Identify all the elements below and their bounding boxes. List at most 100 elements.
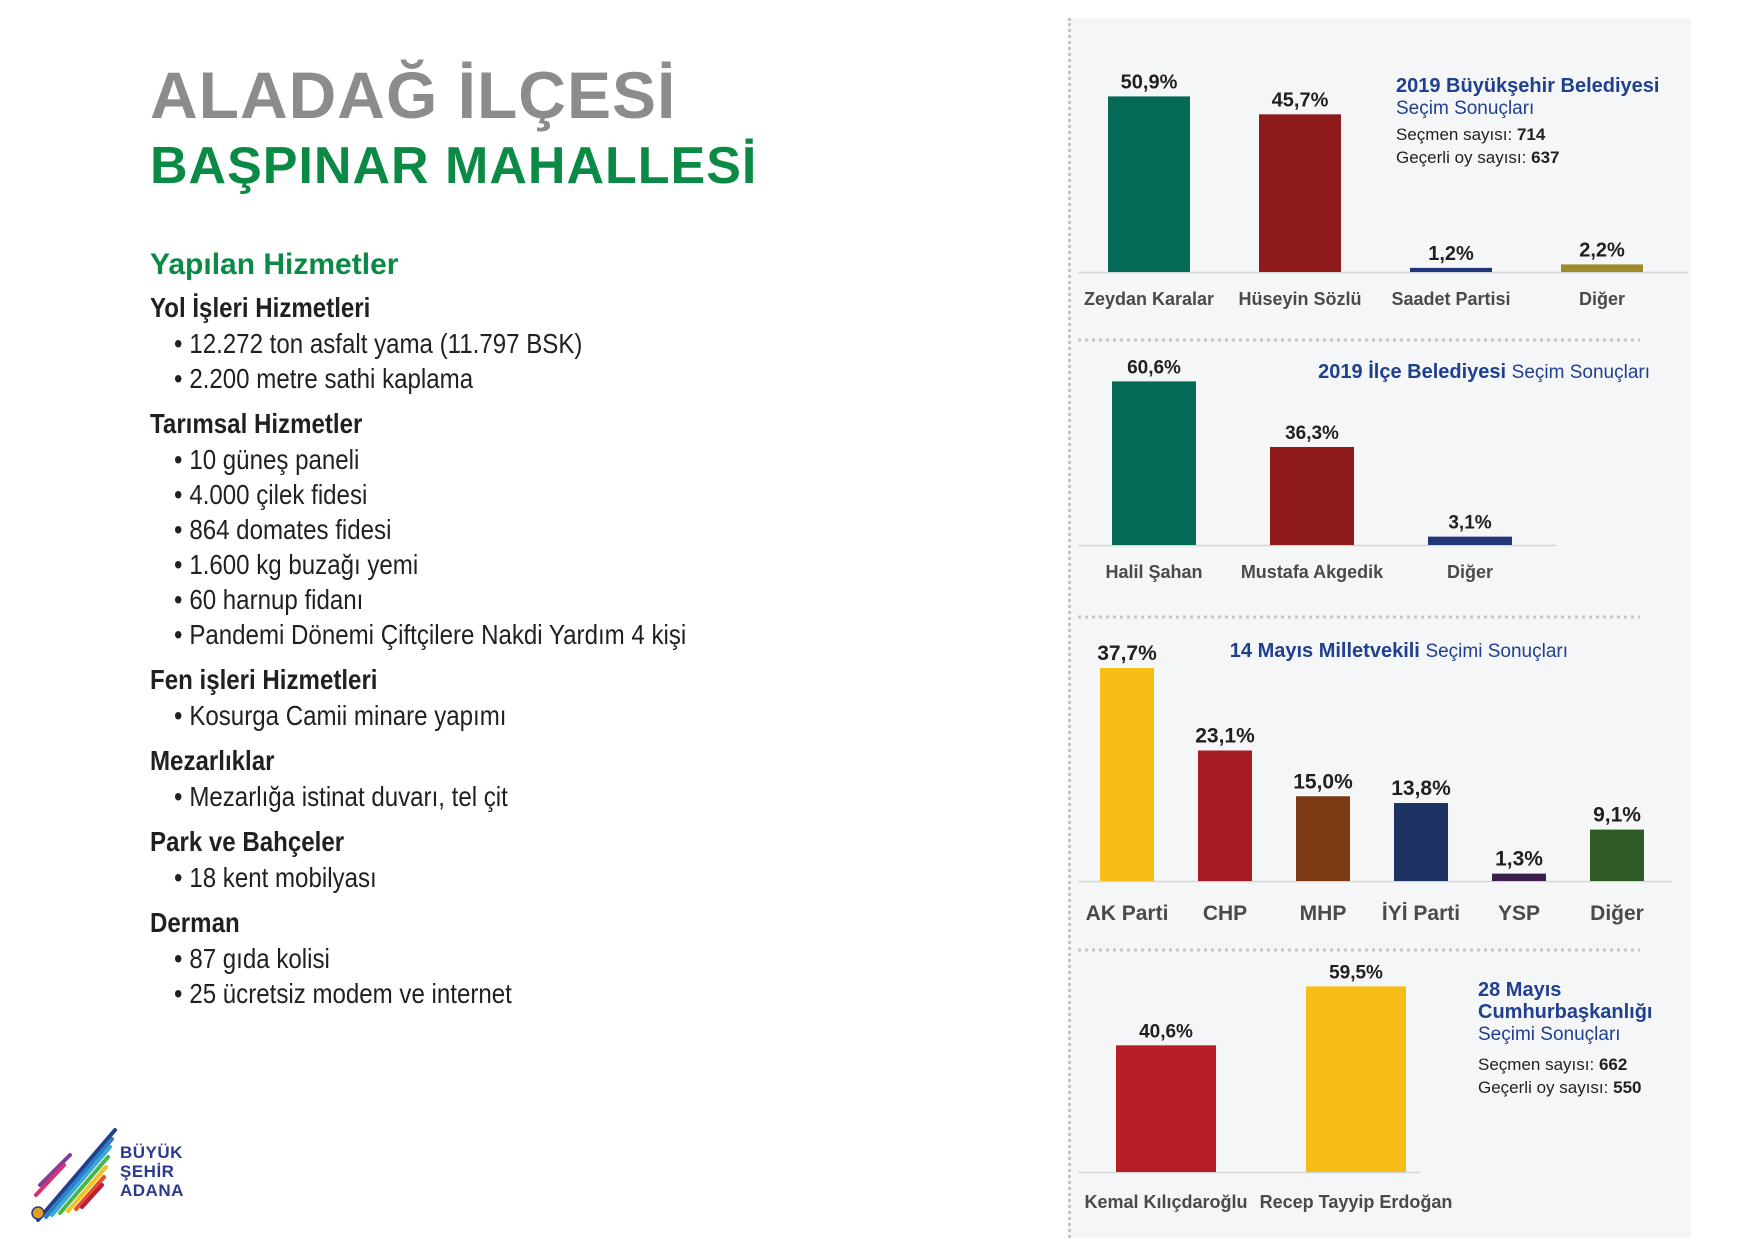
service-section-title: Park ve Bahçeler xyxy=(150,826,345,857)
bar-value-label: 3,1% xyxy=(1448,513,1491,534)
category-label: Zeydan Karalar xyxy=(1084,289,1214,309)
bar-3 xyxy=(1296,796,1350,881)
service-section: Fen işleri HizmetleriKosurga Camii minar… xyxy=(150,664,950,733)
service-section-title: Mezarlıklar xyxy=(150,745,275,776)
service-section: Park ve Bahçeler18 kent mobilyası xyxy=(150,826,950,895)
service-section-title: Derman xyxy=(150,907,240,938)
service-section-title: Yol İşleri Hizmetleri xyxy=(150,292,371,323)
chart-3: 14 Mayıs Milletvekili Seçimi Sonuçları 37… xyxy=(1078,640,1672,952)
category-label: İYİ Parti xyxy=(1382,902,1460,925)
bar-value-label: 23,1% xyxy=(1195,724,1255,747)
chart-subtitle: Seçimi Sonuçları xyxy=(1478,1024,1621,1045)
bar-value-label: 36,3% xyxy=(1285,423,1339,444)
chart-info-line: Seçmen sayısı: 714 xyxy=(1396,125,1546,144)
service-item: Kosurga Camii minare yapımı xyxy=(174,698,841,733)
chart-info-value: 714 xyxy=(1517,125,1546,144)
bar-value-label: 45,7% xyxy=(1272,89,1329,111)
category-label: Recep Tayyip Erdoğan xyxy=(1260,1192,1453,1212)
service-section: Yol İşleri Hizmetleri12.272 ton asfalt y… xyxy=(150,292,950,396)
bar-value-label: 40,6% xyxy=(1139,1021,1193,1042)
bar-3 xyxy=(1410,267,1492,272)
service-section-title: Tarımsal Hizmetler xyxy=(150,408,363,439)
bar-1 xyxy=(1116,1045,1216,1172)
chart-info-value: 637 xyxy=(1531,148,1559,167)
services-list: Yapılan Hizmetler Yol İşleri Hizmetleri1… xyxy=(150,248,950,1023)
bar-2 xyxy=(1259,114,1341,273)
service-items: Kosurga Camii minare yapımı xyxy=(150,698,950,733)
category-label: CHP xyxy=(1203,902,1247,925)
bar-value-label: 50,9% xyxy=(1121,71,1178,93)
bar-1 xyxy=(1108,96,1190,273)
bar-4 xyxy=(1394,803,1448,881)
logo-stripes-icon xyxy=(31,1128,117,1222)
service-sections: Yol İşleri Hizmetleri12.272 ton asfalt y… xyxy=(150,292,950,1011)
category-label: AK Parti xyxy=(1086,902,1169,925)
bar-value-label: 13,8% xyxy=(1391,777,1451,800)
bar-2 xyxy=(1270,446,1354,545)
chart-title: 2019 Büyükşehir Belediyesi xyxy=(1396,75,1659,97)
category-label: Diğer xyxy=(1590,902,1644,925)
service-item: 10 güneş paneli xyxy=(174,442,841,477)
service-section: Tarımsal Hizmetler10 güneş paneli4.000 ç… xyxy=(150,408,950,652)
service-item: 1.600 kg buzağı yemi xyxy=(174,547,841,582)
bar-2 xyxy=(1198,750,1252,881)
bar-1 xyxy=(1100,667,1154,881)
category-label: YSP xyxy=(1498,902,1540,925)
chart-subtitle: Seçim Sonuçları xyxy=(1396,98,1534,119)
category-label: Hüseyin Sözlü xyxy=(1238,289,1361,309)
bar-value-label: 59,5% xyxy=(1329,962,1383,983)
logo-line-3: ADANA xyxy=(120,1181,184,1200)
category-label: Mustafa Akgedik xyxy=(1241,562,1384,582)
chart-info-label: Geçerli oy sayısı: xyxy=(1396,148,1531,167)
chart-2: 2019 İlçe Belediyesi Seçim Sonuçları 60,6… xyxy=(1078,357,1650,619)
category-label: Diğer xyxy=(1447,562,1493,582)
bar-value-label: 1,3% xyxy=(1495,848,1543,871)
neighborhood-title: BAŞPINAR MAHALLESİ xyxy=(150,137,758,195)
service-item: 12.272 ton asfalt yama (11.797 BSK) xyxy=(174,326,841,361)
category-label: Kemal Kılıçdaroğlu xyxy=(1084,1192,1247,1212)
category-label: MHP xyxy=(1300,902,1347,925)
chart-info-line: Seçmen sayısı: 662 xyxy=(1478,1055,1627,1074)
service-section: MezarlıklarMezarlığa istinat duvarı, tel… xyxy=(150,745,950,814)
service-items: Mezarlığa istinat duvarı, tel çit xyxy=(150,779,950,814)
service-items: 87 gıda kolisi25 ücretsiz modem ve inter… xyxy=(150,941,950,1011)
chart-title-light: Seçim Sonuçları xyxy=(1512,362,1650,383)
bar-6 xyxy=(1590,829,1644,881)
service-item: 864 domates fidesi xyxy=(174,512,841,547)
service-item: 25 ücretsiz modem ve internet xyxy=(174,976,841,1011)
chart-info-label: Geçerli oy sayısı: xyxy=(1478,1078,1613,1097)
bar-4 xyxy=(1561,264,1643,272)
service-item: Mezarlığa istinat duvarı, tel çit xyxy=(174,779,841,814)
bar-value-label: 37,7% xyxy=(1097,642,1157,665)
service-item: 87 gıda kolisi xyxy=(174,941,841,976)
category-label: Saadet Partisi xyxy=(1391,289,1510,309)
chart-info-value: 550 xyxy=(1613,1078,1641,1097)
service-section: Derman87 gıda kolisi25 ücretsiz modem ve… xyxy=(150,907,950,1011)
chart-title: 2019 İlçe Belediyesi Seçim Sonuçları xyxy=(1318,360,1650,383)
service-items: 18 kent mobilyası xyxy=(150,860,950,895)
buyuksehir-adana-logo: BÜYÜK ŞEHİR ADANA xyxy=(30,1125,210,1230)
bar-value-label: 1,2% xyxy=(1428,243,1474,265)
chart-title: 14 Mayıs Milletvekili Seçimi Sonuçları xyxy=(1230,640,1568,662)
chart-info-line: Geçerli oy sayısı: 550 xyxy=(1478,1078,1641,1097)
service-item: 60 harnup fidanı xyxy=(174,582,841,617)
bar-value-label: 15,0% xyxy=(1293,770,1353,793)
service-section-title: Fen işleri Hizmetleri xyxy=(150,664,378,695)
bar-2 xyxy=(1306,986,1406,1172)
bar-5 xyxy=(1492,873,1546,881)
bar-value-label: 9,1% xyxy=(1593,804,1641,827)
chart-title-light: Seçimi Sonuçları xyxy=(1425,641,1568,662)
service-items: 10 güneş paneli4.000 çilek fidesi864 dom… xyxy=(150,442,950,652)
service-item: 2.200 metre sathi kaplama xyxy=(174,361,841,396)
chart-info-value: 662 xyxy=(1599,1055,1627,1074)
service-items: 12.272 ton asfalt yama (11.797 BSK)2.200… xyxy=(150,326,950,396)
chart-title-line: Cumhurbaşkanlığı xyxy=(1478,1001,1652,1023)
services-heading: Yapılan Hizmetler xyxy=(150,248,399,281)
service-item: Pandemi Dönemi Çiftçilere Nakdi Yardım 4… xyxy=(174,617,841,652)
bar-3 xyxy=(1428,536,1512,545)
logo-text: BÜYÜK ŞEHİR ADANA xyxy=(120,1143,184,1200)
chart-info-label: Seçmen sayısı: xyxy=(1478,1055,1599,1074)
